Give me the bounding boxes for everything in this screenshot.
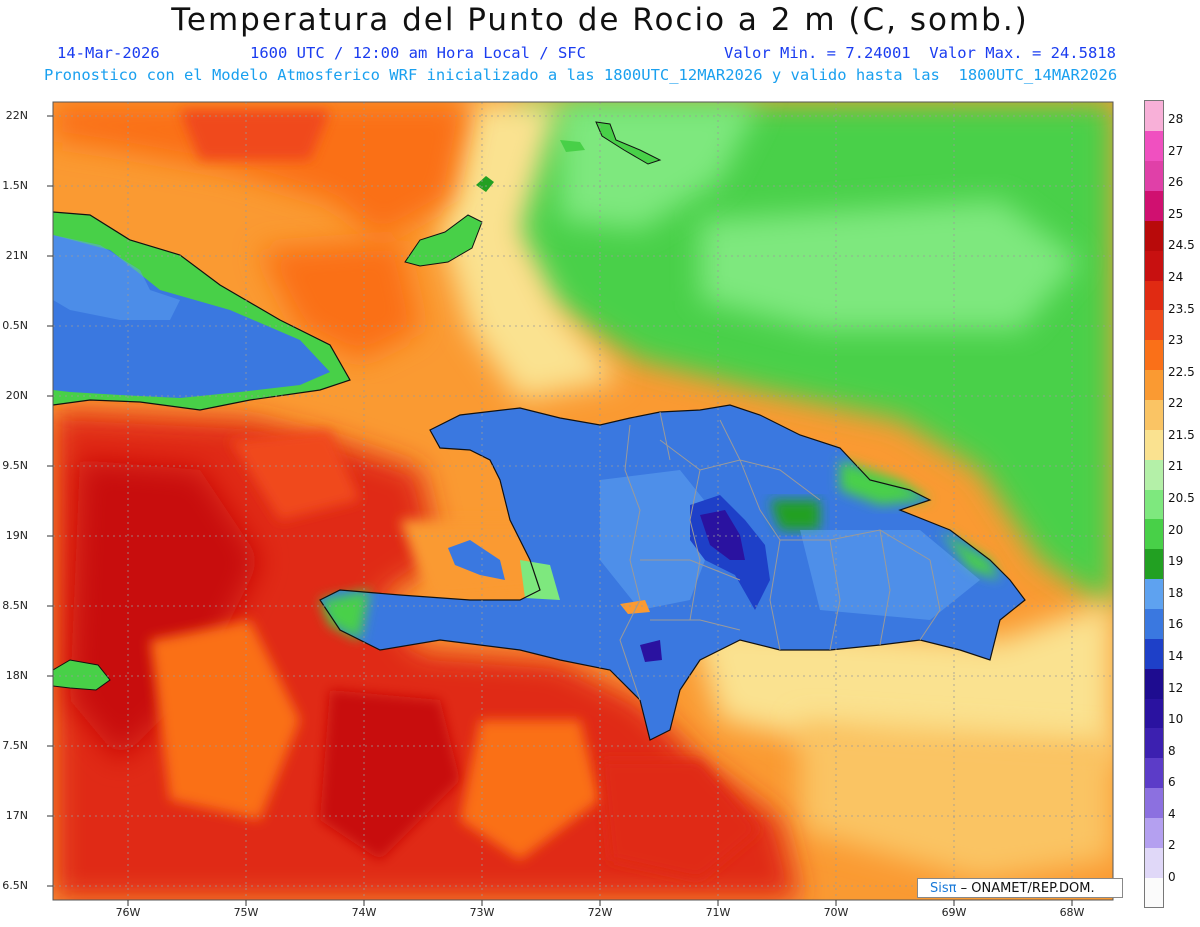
legend-swatch (1145, 518, 1163, 550)
legend-swatch (1145, 130, 1163, 162)
lat-label: 19N (5, 529, 28, 542)
legend-swatch (1145, 817, 1163, 848)
lat-label: 20N (5, 389, 28, 402)
legend-swatch (1145, 220, 1163, 251)
legend-swatch (1145, 399, 1163, 430)
legend-label: 23.5 (1168, 301, 1195, 316)
legend-swatch (1145, 101, 1163, 132)
legend-swatch (1145, 459, 1163, 490)
legend-swatch (1145, 429, 1163, 460)
legend-label: 22 (1168, 396, 1184, 411)
legend-swatch (1145, 578, 1163, 609)
legend-swatch (1145, 727, 1163, 759)
legend-label: 22.5 (1168, 364, 1195, 379)
legend-label: 27 (1168, 143, 1184, 158)
lon-label: 76W (115, 906, 141, 919)
legend-swatch (1145, 668, 1163, 699)
legend-label: 8 (1168, 743, 1176, 758)
credit-brand: Sisπ (930, 881, 957, 896)
legend-label: 28 (1168, 112, 1184, 126)
legend-label: 24 (1168, 269, 1184, 284)
legend-label: 6 (1168, 775, 1176, 790)
legend-swatch (1145, 280, 1163, 311)
credit-text: – ONAMET/REP.DOM. (960, 881, 1095, 896)
color-scale-legend (1144, 100, 1164, 908)
legend-swatch (1145, 309, 1163, 341)
forecast-date: 14-Mar-2026 (57, 44, 160, 62)
lat-label: 21N (5, 249, 28, 262)
lat-label: 8.5N (2, 599, 28, 612)
legend-swatch (1145, 339, 1163, 371)
legend-label: 21 (1168, 459, 1184, 474)
lon-label: 73W (469, 906, 495, 919)
legend-label: 21.5 (1168, 427, 1195, 442)
legend-swatch (1145, 638, 1163, 669)
legend-label: 24.5 (1168, 238, 1195, 253)
legend-label: 20 (1168, 522, 1184, 537)
legend-swatch (1145, 877, 1163, 908)
lat-label: 17N (5, 809, 28, 822)
lat-label: 9.5N (2, 459, 28, 472)
legend-label: 16 (1168, 617, 1184, 632)
lon-label: 74W (351, 906, 377, 919)
legend-label: 18 (1168, 585, 1184, 600)
lat-label: 22N (5, 109, 28, 122)
legend-label: 0 (1168, 870, 1176, 884)
map-field (53, 102, 1113, 900)
legend-label: 2 (1168, 838, 1176, 853)
lat-label: 6.5N (2, 879, 28, 892)
legend-label: 12 (1168, 680, 1184, 695)
map-title: Temperatura del Punto de Rocio a 2 m (C,… (171, 2, 1029, 38)
legend-label: 10 (1168, 712, 1184, 727)
legend-swatch (1145, 250, 1163, 281)
legend-swatch (1145, 190, 1163, 221)
lon-label: 70W (823, 906, 849, 919)
legend-swatch (1145, 160, 1163, 192)
legend-label: 20.5 (1168, 491, 1195, 505)
legend-label: 4 (1168, 806, 1176, 821)
legend-swatch (1145, 787, 1163, 818)
legend-swatch (1145, 548, 1163, 580)
lon-label: 75W (233, 906, 259, 919)
credit-box: Sisπ – ONAMET/REP.DOM. (917, 878, 1123, 898)
legend-swatch (1145, 847, 1163, 878)
legend-label: 19 (1168, 554, 1184, 569)
legend-label: 23 (1168, 333, 1184, 348)
model-info: Pronostico con el Modelo Atmosferico WRF… (44, 66, 1118, 84)
legend-swatch (1145, 369, 1163, 400)
legend-swatch (1145, 489, 1163, 520)
legend-label: 25 (1168, 206, 1184, 221)
lon-label: 72W (587, 906, 613, 919)
legend-label: 26 (1168, 175, 1184, 190)
lon-label: 71W (705, 906, 731, 919)
lon-label: 69W (941, 906, 967, 919)
legend-label: 14 (1168, 648, 1184, 663)
lat-label: 1.5N (2, 179, 28, 192)
lat-label: 18N (5, 669, 28, 682)
lat-label: 0.5N (2, 319, 28, 332)
legend-swatch (1145, 608, 1163, 639)
forecast-time: 1600 UTC / 12:00 am Hora Local / SFC (250, 44, 586, 62)
legend-swatch (1145, 698, 1163, 729)
lat-label: 7.5N (2, 739, 28, 752)
lon-label: 68W (1059, 906, 1085, 919)
min-max-values: Valor Min. = 7.24001 Valor Max. = 24.581… (724, 44, 1116, 62)
legend-swatch (1145, 757, 1163, 789)
